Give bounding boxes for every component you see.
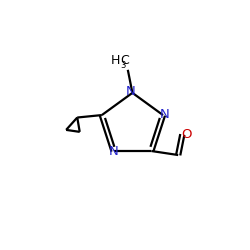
Text: N: N	[160, 108, 170, 120]
Text: N: N	[109, 146, 118, 158]
Text: 3: 3	[120, 61, 125, 70]
Text: N: N	[126, 85, 136, 98]
Text: C: C	[120, 54, 129, 67]
Text: O: O	[182, 128, 192, 141]
Text: H: H	[111, 54, 120, 67]
